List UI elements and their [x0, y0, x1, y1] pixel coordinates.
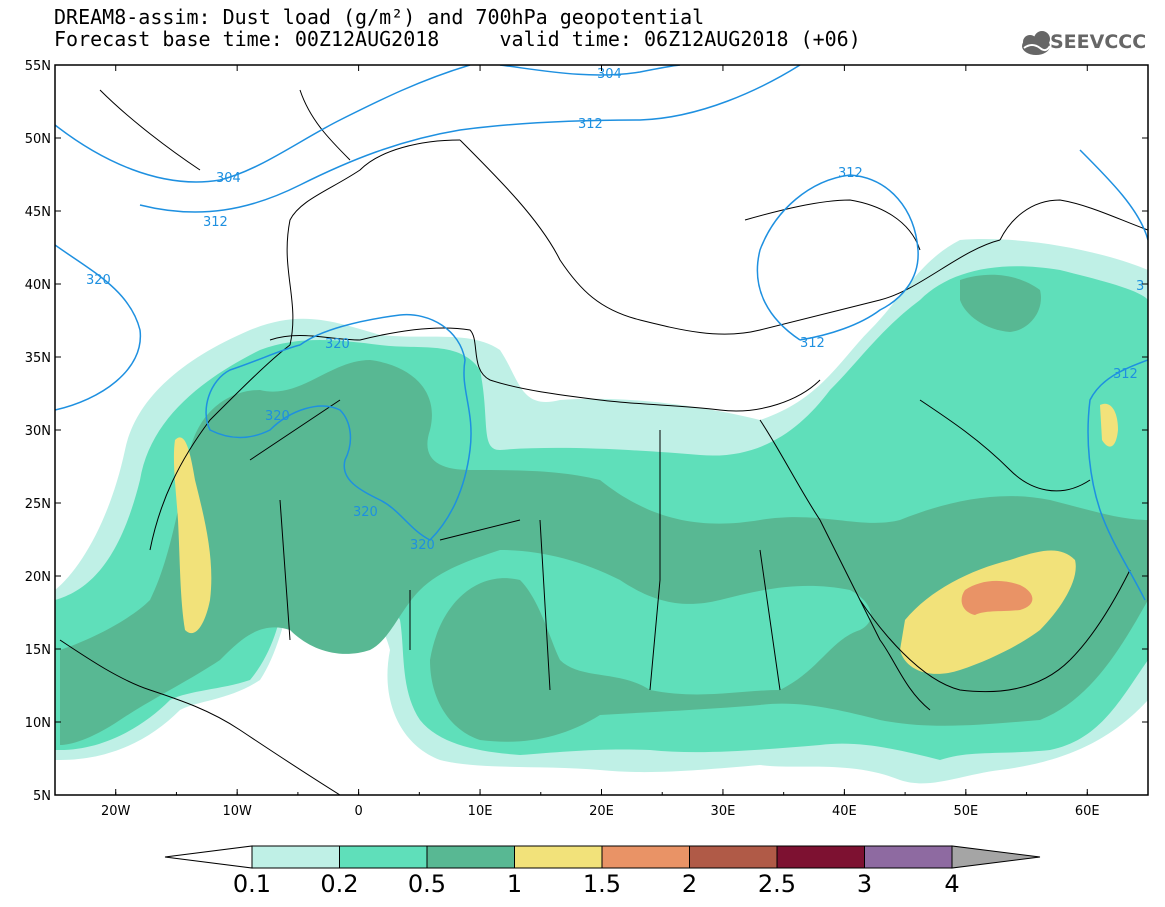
longitude-axis: 20W 10W 0 10E 20E 30E 40E 50E 60E: [54, 65, 1149, 819]
lon-label: 0: [354, 804, 362, 819]
colorbar-swatch: [601, 845, 690, 869]
contour-320-west: [55, 244, 141, 411]
dust-area-0.5-north: [960, 274, 1041, 332]
lon-label: 60E: [1075, 804, 1100, 819]
colorbar-label: 0.5: [408, 870, 446, 898]
lon-label: 20E: [589, 804, 614, 819]
colorbar-label: 0.1: [233, 870, 271, 898]
lon-label: 50E: [953, 804, 978, 819]
contour-label: 320: [353, 505, 378, 520]
colorbar-swatch: [689, 845, 778, 869]
cloud-icon: [1022, 31, 1051, 55]
colorbar-over-arrow: [951, 845, 1041, 869]
contour-label: 320: [410, 538, 435, 553]
colorbar-label: 1: [507, 870, 522, 898]
colorbar-swatch: [339, 845, 428, 869]
forecast-time-info: Forecast base time: 00Z12AUG2018 valid t…: [54, 27, 861, 51]
lon-label: 20W: [101, 804, 131, 819]
dust-area-1-sahara: [173, 437, 212, 634]
contour-label: 320: [265, 409, 290, 424]
lat-label: 15N: [25, 643, 51, 658]
contour-label: 312: [203, 215, 228, 230]
lat-label: 40N: [25, 278, 51, 293]
lat-label: 25N: [25, 497, 51, 512]
lat-label: 10N: [25, 716, 51, 731]
logo-label: SEEVCCC: [1050, 31, 1147, 53]
colorbar-swatch: [426, 845, 515, 869]
dust-area-1-arabia: [900, 550, 1076, 674]
colorbar-label: 3: [857, 870, 872, 898]
lat-label: 50N: [25, 132, 51, 147]
dust-area-1.5: [961, 580, 1033, 615]
contour-312-iran: [1087, 359, 1148, 601]
contour-label: 312: [1113, 367, 1138, 382]
lat-label: 45N: [25, 205, 51, 220]
dust-area-0.5: [60, 360, 1148, 745]
contour-304-north: [499, 65, 681, 76]
contour-label: 320: [325, 337, 350, 352]
lat-label: 5N: [33, 789, 51, 804]
contour-label: 312: [800, 336, 825, 351]
colorbar-swatch: [776, 845, 865, 869]
colorbar: 0.1 0.2 0.5 1 1.5 2 2.5 3 4: [164, 845, 1041, 898]
geopotential-contours: [55, 65, 1148, 601]
contour-label: 304: [216, 171, 241, 186]
colorbar-label: 4: [944, 870, 959, 898]
lon-label: 10W: [222, 804, 252, 819]
map-title: DREAM8-assim: Dust load (g/m²) and 700hP…: [54, 5, 705, 29]
contour-label: 312: [578, 117, 603, 132]
colorbar-label: 2.5: [758, 870, 796, 898]
lon-label: 30E: [711, 804, 736, 819]
contour-312-far-east: [1079, 149, 1148, 241]
dust-field: [55, 239, 1148, 784]
latitude-axis: 55N 50N 45N 40N 35N 30N 25N 20N 15N 10N 5N: [25, 59, 1148, 804]
colorbar-swatch: [251, 845, 340, 869]
colorbar-label: 2: [682, 870, 697, 898]
lat-label: 35N: [25, 351, 51, 366]
colorbar-label: 1.5: [583, 870, 621, 898]
colorbar-swatch: [864, 845, 953, 869]
contour-label: 320: [86, 273, 111, 288]
lat-label: 30N: [25, 424, 51, 439]
lat-label: 20N: [25, 570, 51, 585]
lon-label: 40E: [832, 804, 857, 819]
contour-label: 304: [597, 67, 622, 82]
dust-area-1-iran: [1100, 403, 1118, 447]
coastlines: [59, 89, 1148, 795]
contour-labels: 304 304 312 312 312 320 320 320 320 320 …: [86, 67, 1144, 553]
contour-label: 312: [838, 166, 863, 181]
colorbar-label: 0.2: [320, 870, 358, 898]
lat-label: 55N: [25, 59, 51, 74]
colorbar-under-arrow: [164, 845, 253, 869]
seevccc-logo: [1022, 31, 1051, 55]
contour-304-west: [55, 65, 471, 183]
contour-312-main: [139, 65, 801, 213]
contour-312-east: [756, 174, 919, 341]
lon-label: 10E: [468, 804, 493, 819]
contour-label: 3: [1136, 279, 1144, 294]
colorbar-swatch: [514, 845, 603, 869]
contour-320-sahara: [205, 313, 472, 541]
